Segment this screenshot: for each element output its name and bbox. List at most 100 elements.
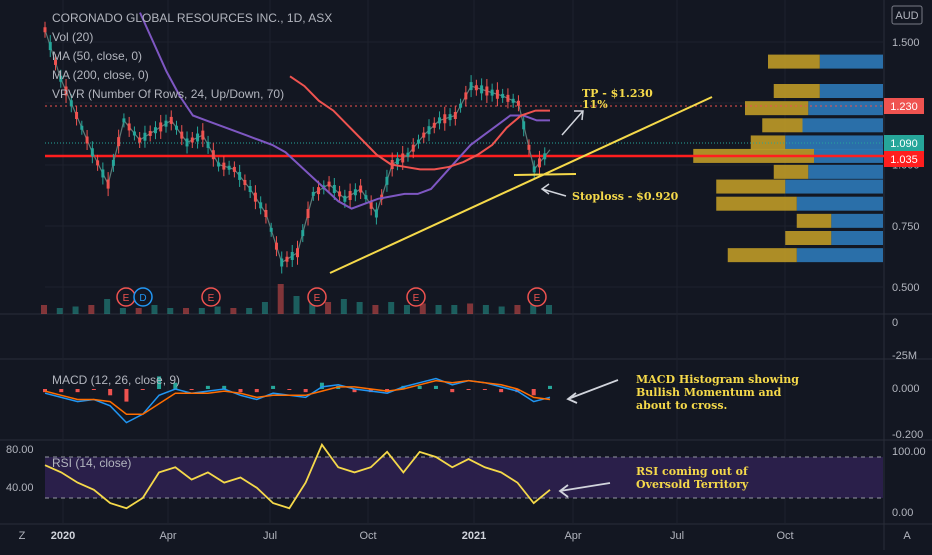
candle-body <box>101 169 105 178</box>
volume-bar <box>340 299 347 314</box>
svg-text:E: E <box>314 293 321 304</box>
candle-body <box>264 210 268 217</box>
macd-histogram-bar <box>433 385 438 389</box>
candle-body <box>143 132 147 141</box>
price-tick-label: 0.500 <box>892 282 920 294</box>
candle-body <box>532 166 536 173</box>
vpvr-down-bar <box>808 101 883 116</box>
candle-body <box>511 98 515 103</box>
volume-bar <box>183 308 190 314</box>
stoploss-annotation: Stoploss - $0.920 <box>572 190 679 203</box>
tp-percent-annotation: 11% <box>582 98 608 111</box>
volume-bar <box>167 308 174 314</box>
indicator-vpvr[interactable]: VPVR (Number Of Rows, 24, Up/Down, 70) <box>52 87 284 101</box>
candle-body <box>185 138 189 147</box>
macd-signal-line <box>44 379 551 415</box>
candle-body <box>196 133 200 142</box>
time-tick-label: Jul <box>670 530 684 542</box>
volume-bar <box>419 303 426 314</box>
vpvr-up-bar <box>727 248 797 263</box>
volume-bar <box>325 302 332 314</box>
volume-bar <box>498 306 505 314</box>
candle-body <box>48 42 52 51</box>
candle-body <box>485 86 489 96</box>
tp-price-text: 1.230 <box>890 101 918 113</box>
macd-histogram-bar <box>75 389 80 393</box>
volume-bar <box>151 305 158 314</box>
zoom-corner-left[interactable]: Z <box>19 530 26 542</box>
candle-body <box>111 159 115 166</box>
volume-bar <box>467 303 474 314</box>
currency-label: AUD <box>895 10 918 22</box>
last-price-tag <box>884 135 924 151</box>
candle-body <box>217 162 221 167</box>
candle-body <box>359 185 363 193</box>
candle-body <box>543 153 547 160</box>
macd-histogram-bar <box>352 389 357 393</box>
candle-body <box>311 191 315 196</box>
volume-bars <box>41 284 552 314</box>
volume-bar <box>372 305 379 314</box>
macd-histogram-bar <box>124 389 129 402</box>
candle-body <box>243 179 247 185</box>
price-tick-label: 1.500 <box>892 37 920 49</box>
macd-tick-label: -25M <box>892 350 917 362</box>
vpvr-down-bar <box>785 135 883 150</box>
volume-bar <box>261 302 268 314</box>
svg-text:E: E <box>413 293 420 304</box>
candle-body <box>432 122 436 128</box>
candle-body <box>438 117 442 124</box>
earnings-badge[interactable]: E <box>116 287 136 307</box>
time-tick-label: 2021 <box>462 530 486 542</box>
time-tick-label: 2020 <box>51 530 75 542</box>
earnings-badge[interactable]: E <box>406 287 426 307</box>
vpvr-up-bar <box>773 164 809 179</box>
macd-histogram-bar <box>43 389 47 393</box>
earnings-badge[interactable]: E <box>527 287 547 307</box>
candle-body <box>248 186 252 192</box>
indicator-vol[interactable]: Vol (20) <box>52 30 93 44</box>
candle-body <box>232 166 236 172</box>
rsi-line <box>44 442 551 510</box>
earnings-badge[interactable]: E <box>307 287 327 307</box>
macd-histogram-bar <box>450 389 455 393</box>
candle-body <box>127 123 131 131</box>
auto-scale-corner[interactable]: A <box>903 530 911 542</box>
candle-body <box>85 136 89 144</box>
candle-body <box>401 153 405 163</box>
volume-tick-label: 0 <box>892 317 898 329</box>
macd-histogram-bar <box>222 385 227 389</box>
candle-body <box>427 126 431 135</box>
time-axis[interactable]: 2020 Apr Jul Oct 2021 Apr Jul Oct <box>51 530 794 542</box>
candle-body <box>117 137 121 147</box>
candle-body <box>490 89 494 96</box>
indicator-ma200[interactable]: MA (200, close, 0) <box>52 68 149 82</box>
volume-bar <box>214 306 221 314</box>
candle-body <box>459 103 463 108</box>
macd-histogram-bar <box>319 382 324 389</box>
candle-body <box>506 94 510 102</box>
macd-histogram-bar <box>303 389 308 393</box>
candle-body <box>422 132 426 138</box>
stoploss-line <box>513 173 577 176</box>
vpvr-down-bar <box>831 213 883 228</box>
candle-body <box>406 152 410 157</box>
rsi-band <box>45 457 883 498</box>
volume-bar <box>277 284 284 314</box>
vpvr-up-bar <box>750 135 786 150</box>
dividend-badge[interactable]: D <box>133 287 153 307</box>
rsi-left-tick-label: 40.00 <box>6 482 34 494</box>
svg-text:E: E <box>208 293 215 304</box>
vpvr-down-bar <box>819 84 883 98</box>
svg-text:D: D <box>139 293 146 304</box>
candle-body <box>501 93 505 98</box>
earnings-badge[interactable]: E <box>201 287 221 307</box>
currency-box[interactable] <box>891 5 923 25</box>
rsi-label[interactable]: RSI (14, close) <box>52 456 131 470</box>
rsi-left-tick-label: 80.00 <box>6 444 34 456</box>
macd-histogram-bar <box>417 385 422 389</box>
macd-label[interactable]: MACD (12, 26, close, 9) <box>52 373 180 387</box>
indicator-ma50[interactable]: MA (50, close, 0) <box>52 49 142 63</box>
